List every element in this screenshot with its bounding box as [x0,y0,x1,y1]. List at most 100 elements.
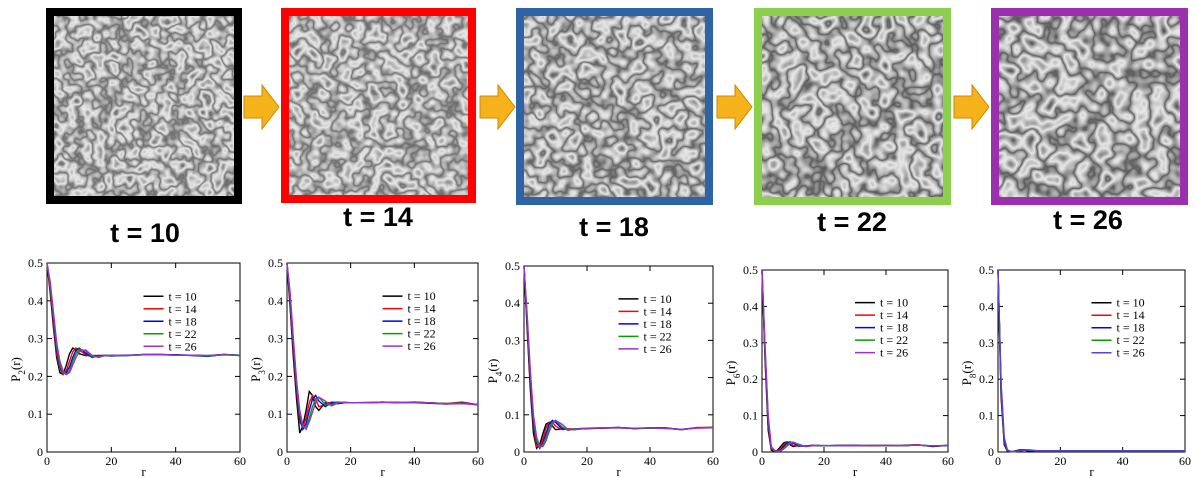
y-tick-label: 0.2 [268,369,283,383]
y-axis-label-part: 3 [257,370,267,375]
legend-label: t = 26 [169,339,197,353]
x-tick-label: 40 [170,454,182,468]
data-line [523,265,713,448]
legend-label: t = 14 [408,302,436,316]
x-tick-label: 60 [942,454,954,468]
snapshot-label: t = 22 [817,207,887,237]
x-tick-label: 60 [707,454,719,468]
y-tick-label: 0.1 [268,407,283,421]
y-tick-label: 0 [514,445,520,459]
snapshot-border [754,8,951,205]
arrows [243,83,990,131]
snapshot-label: t = 10 [110,218,180,248]
legend-label: t = 10 [644,292,672,306]
y-tick-label: 0.5 [743,263,758,277]
legend-label: t = 10 [1117,296,1145,310]
arrow [243,83,280,131]
snapshot-image [754,8,951,205]
y-axis-label-part: 4 [494,371,504,376]
data-line [761,269,949,452]
legend-label: t = 18 [408,314,436,328]
y-tick-label: 0 [752,445,758,459]
data-line [997,269,1185,453]
snapshot-label: t = 26 [1053,205,1123,235]
x-tick-label: 60 [472,454,484,468]
legend-label: t = 22 [1117,333,1145,347]
x-tick-label: 0 [521,454,527,468]
plot-frame [46,262,241,453]
y-axis-label-part: (r) [723,361,738,374]
legend-label: t = 26 [880,346,908,360]
y-axis-label: P8(r) [959,361,978,386]
legend-label: t = 22 [880,333,908,347]
y-axis-label-part: 2 [17,370,27,375]
data-line [46,262,241,376]
x-tick-label: 40 [408,454,420,468]
y-tick-label: 0.4 [979,299,994,313]
y-axis-label-part: 6 [732,373,742,378]
y-tick-label: 0.5 [268,256,283,270]
plot-frame [286,262,479,453]
x-axis-label: r [616,464,621,478]
y-axis-label-part: (r) [248,357,263,370]
arrow [479,83,516,131]
x-tick-label: 0 [44,454,50,468]
y-tick-label: 0.1 [743,409,758,423]
x-axis-label: r [853,464,858,478]
arrow [716,83,753,131]
y-tick-label: 0 [988,445,994,459]
y-tick-label: 0.5 [505,259,520,273]
y-axis-label: P4(r) [485,359,504,384]
y-tick-label: 0.2 [28,369,43,383]
data-line [997,269,1185,453]
x-tick-label: 0 [759,454,765,468]
plot-frame [997,269,1186,453]
data-line [761,269,949,452]
data-line [523,265,714,450]
x-tick-label: 0 [284,454,290,468]
data-line [523,265,714,448]
y-tick-label: 0.1 [979,409,994,423]
data-line [761,269,949,453]
legend-label: t = 22 [169,327,197,341]
legend-label: t = 18 [1117,321,1145,335]
x-tick-label: 40 [644,454,656,468]
x-tick-label: 20 [1054,454,1066,468]
legend-label: t = 26 [644,342,672,356]
y-tick-label: 0.5 [28,256,43,270]
snapshot-image [46,8,242,204]
legend-label: t = 10 [169,289,197,303]
x-tick-label: 0 [995,454,1001,468]
y-tick-label: 0.3 [743,336,758,350]
x-tick-label: 40 [1117,454,1129,468]
x-axis-label: r [380,464,385,478]
y-axis-label-part: P [485,376,500,383]
y-axis-label-part: P [248,375,263,382]
data-line [286,262,479,434]
x-axis-label: r [141,464,146,478]
legend-label: t = 14 [169,302,197,316]
y-tick-label: 0.3 [268,332,283,346]
snapshot-border [991,8,1188,205]
y-tick-label: 0.3 [28,332,43,346]
y-tick-label: 0.4 [268,294,283,308]
legend-label: t = 14 [1117,308,1145,322]
legend-label: t = 18 [644,317,672,331]
snapshot-image [991,8,1188,205]
y-tick-label: 0.4 [743,299,758,313]
y-tick-label: 0.4 [28,294,43,308]
snapshot-border [281,8,476,203]
snapshot-image [281,8,476,203]
legend-label: t = 22 [644,329,672,343]
x-tick-label: 20 [105,454,117,468]
plot-frame [761,269,949,453]
data-line [761,269,949,452]
data-line [997,269,1185,453]
x-tick-label: 60 [234,454,246,468]
data-line [761,269,949,452]
